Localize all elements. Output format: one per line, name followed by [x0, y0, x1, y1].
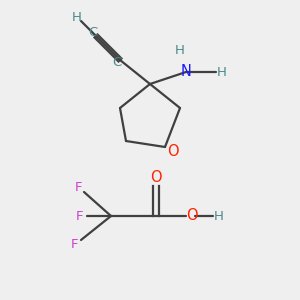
Text: H: H [72, 11, 81, 24]
Text: F: F [76, 209, 83, 223]
Text: H: H [214, 209, 224, 223]
Text: H: H [217, 65, 227, 79]
Text: O: O [186, 208, 198, 224]
Text: F: F [74, 181, 82, 194]
Text: N: N [181, 64, 191, 80]
Text: O: O [167, 144, 178, 159]
Text: F: F [71, 238, 79, 251]
Text: C: C [88, 26, 98, 40]
Text: O: O [150, 169, 162, 184]
Text: C: C [112, 56, 122, 70]
Text: H: H [175, 44, 185, 58]
